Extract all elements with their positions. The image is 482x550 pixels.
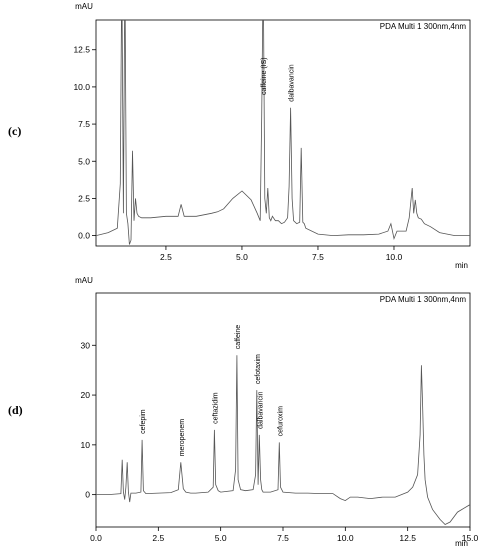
panel-label-c: (c) <box>8 124 22 138</box>
x-tick-label: 5.0 <box>236 252 248 262</box>
y-tick-label: 30 <box>81 340 91 350</box>
x-tick-label: 2.5 <box>160 252 172 262</box>
x-tick-label: 10.0 <box>337 533 354 543</box>
x-tick-label: 12.5 <box>399 533 416 543</box>
plot-frame <box>95 19 471 247</box>
y-tick-label: 12.5 <box>73 45 90 55</box>
x-axis-title: min <box>455 539 468 548</box>
peak-label: cefepim <box>140 409 147 434</box>
y-tick-label: 10 <box>81 440 91 450</box>
y-tick-label: 10.0 <box>73 82 90 92</box>
peak-label: dalbavancin <box>257 391 264 428</box>
chart-d: 0 10 20 30 0.0 2.5 5.0 7.5 10.0 12.5 15.0 mAU min PDA… <box>75 276 478 548</box>
chromatogram-trace <box>96 20 470 245</box>
chromatogram-trace <box>96 355 470 525</box>
y-tick-label: 0 <box>85 490 90 500</box>
x-tick-label: 5.0 <box>215 533 227 543</box>
y-tick-label: 7.5 <box>78 119 90 129</box>
y-tick-label: 5.0 <box>78 156 90 166</box>
peak-label: cefotaxim <box>255 354 262 384</box>
x-tick-label: 15.0 <box>462 533 479 543</box>
legend-label: PDA Multi 1 300nm,4nm <box>380 22 467 31</box>
y-tick-label: 0.0 <box>78 231 90 241</box>
peak-label: meropenem <box>179 419 186 457</box>
legend-label: PDA Multi 1 300nm,4nm <box>380 295 467 304</box>
peak-label: caffeine (IS) <box>261 57 268 95</box>
peak-label: ceftazidim <box>212 392 219 424</box>
x-tick-label: 7.5 <box>312 252 324 262</box>
x-tick-label: 0.0 <box>90 533 102 543</box>
peak-label: caffeine <box>235 325 242 349</box>
x-tick-label: 10.0 <box>386 252 403 262</box>
y-tick-label: 2.5 <box>78 193 90 203</box>
peak-label: cefuroxim <box>277 406 284 437</box>
y-tick-label: 20 <box>81 390 91 400</box>
y-axis-title: mAU <box>75 276 93 285</box>
y-axis-title: mAU <box>75 2 93 11</box>
panel-label-d: (d) <box>8 403 23 417</box>
x-tick-label: 7.5 <box>277 533 289 543</box>
peak-label: dalbavancin <box>289 64 296 101</box>
chart-c: 0.0 2.5 5.0 7.5 10.0 12.5 2.5 5.0 7.5 10.0 mAU min P… <box>73 2 471 270</box>
x-axis-title: min <box>455 261 468 270</box>
x-tick-label: 2.5 <box>152 533 164 543</box>
